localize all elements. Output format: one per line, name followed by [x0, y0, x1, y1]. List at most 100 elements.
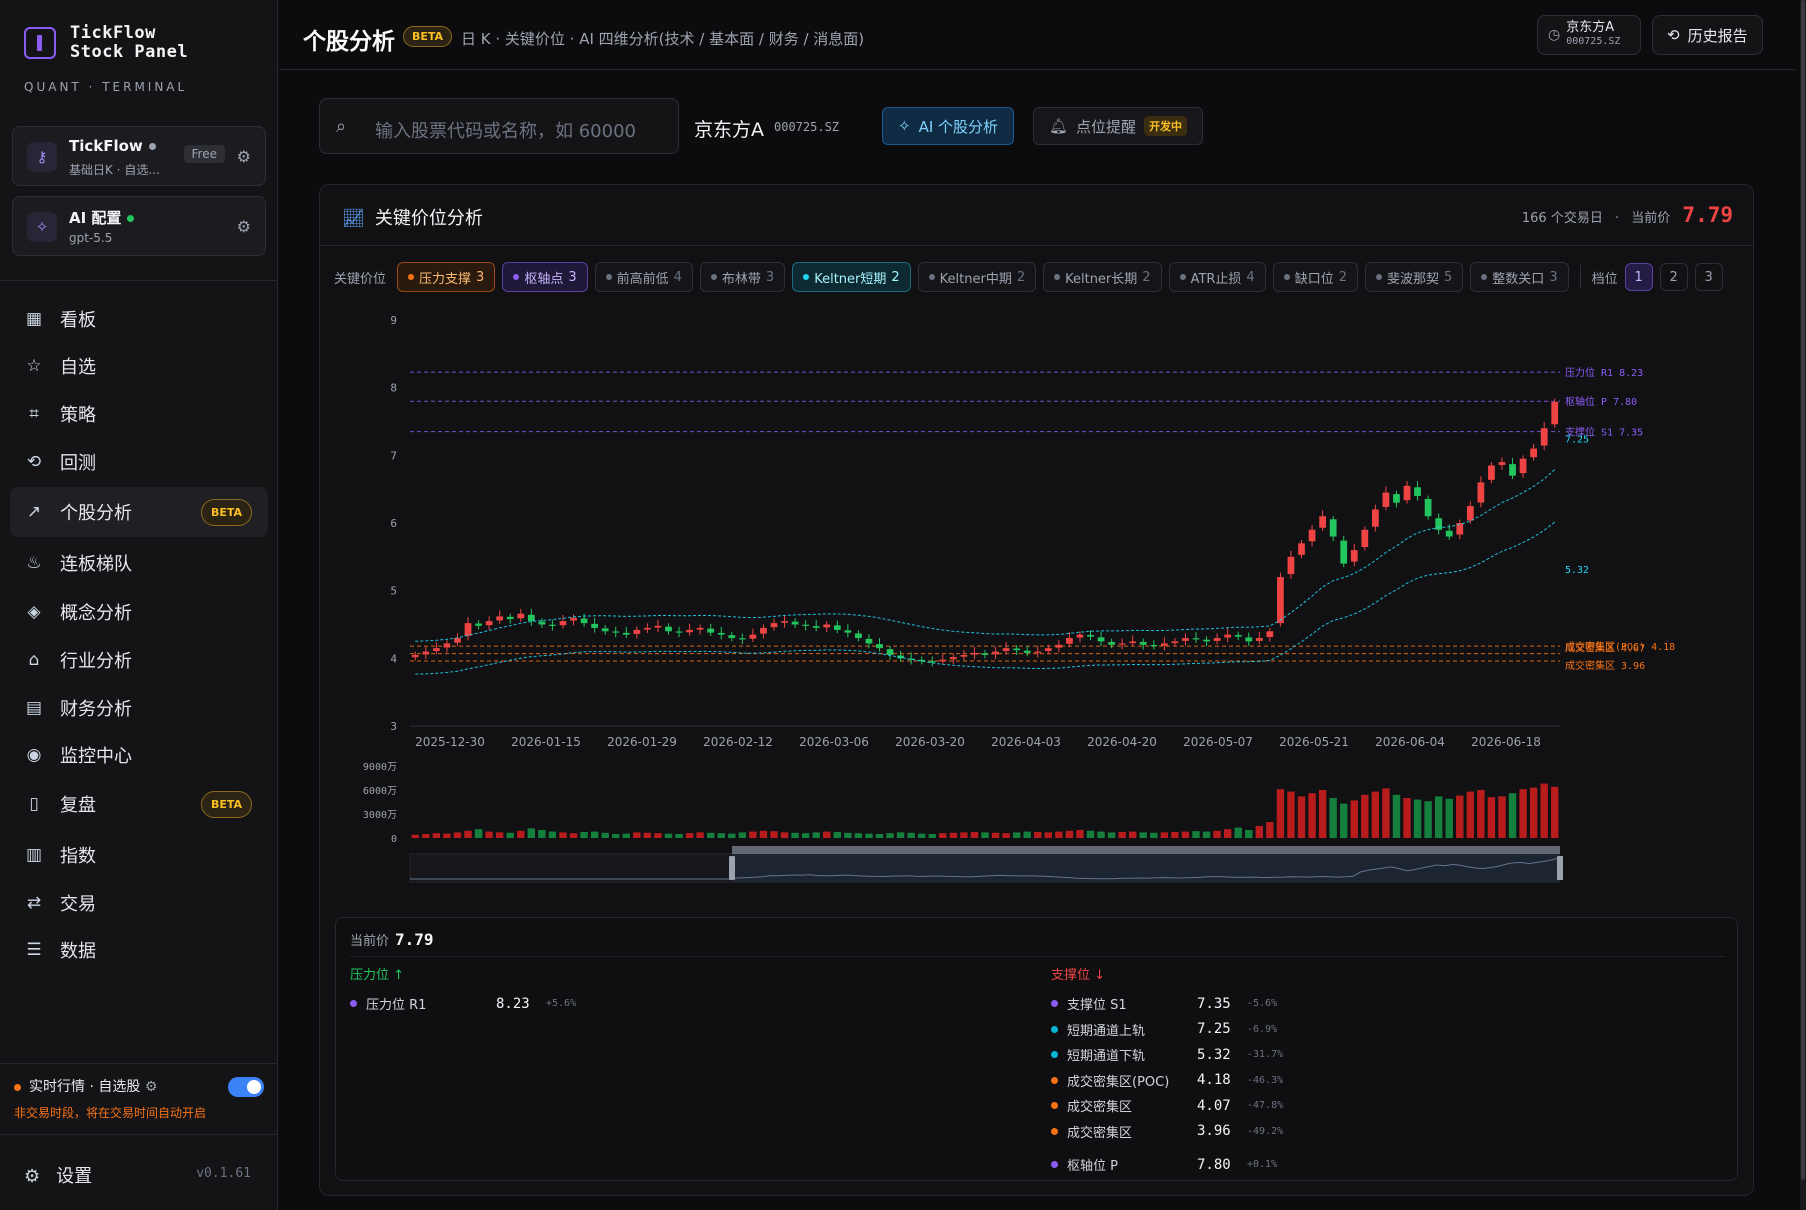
volume-bar [1350, 800, 1358, 838]
sidebar-item-5[interactable]: ♨ 连板梯队 [10, 538, 268, 588]
sidebar-item-12[interactable]: ⇄ 交易 [10, 878, 268, 928]
candle [527, 614, 535, 622]
candle [1277, 577, 1284, 624]
candle [918, 659, 926, 662]
sidebar-item-9[interactable]: ◉ 监控中心 [10, 730, 268, 780]
volume-bar [1181, 831, 1190, 838]
y-tick-label: 8 [390, 382, 397, 395]
level-chip[interactable]: 前高前低 4 [594, 262, 693, 292]
chip-dot [928, 274, 935, 280]
level-chip[interactable]: 枢轴点 3 [502, 262, 588, 292]
sidebar-item-label: 策略 [60, 405, 96, 426]
candle [1466, 506, 1474, 521]
sidebar-item-label: 交易 [60, 894, 96, 915]
level-button[interactable]: 2 [1659, 263, 1688, 291]
book-icon: ▯ [29, 794, 39, 814]
divider [350, 956, 1725, 957]
ai-config-card[interactable]: ✧ AI 配置 gpt-5.5 ⚙ [12, 196, 266, 256]
sidebar-item-0[interactable]: ▦ 看板 [10, 294, 268, 344]
ai-analysis-button[interactable]: ✧ AI 个股分析 [882, 107, 1015, 145]
level-button[interactable]: 3 [1694, 263, 1723, 291]
candle [886, 649, 894, 655]
level-chip[interactable]: ATR止损 4 [1168, 262, 1266, 292]
sidebar-item-2[interactable]: ⌗ 策略 [10, 389, 268, 439]
sidebar-item-10[interactable]: ▯ 复盘 BETA [10, 779, 268, 829]
page-scrollbar[interactable] [1800, 0, 1806, 1210]
divider [0, 1134, 278, 1135]
realtime-note: 非交易时段，将在交易时间自动开启 [14, 1106, 207, 1120]
candle [1340, 540, 1348, 564]
page-title: 个股分析 [303, 29, 395, 55]
candle [1498, 462, 1506, 465]
brand[interactable]: TickFlow Stock Panel [24, 24, 188, 62]
history-report-button[interactable]: ⟲ 历史报告 [1652, 15, 1763, 55]
volume-bar [770, 831, 778, 838]
level-chip[interactable]: Keltner短期 2 [792, 262, 911, 292]
candle [1129, 641, 1137, 644]
candle [622, 632, 630, 635]
level-chip[interactable]: Keltner长期 2 [1043, 262, 1162, 292]
candle [654, 625, 662, 628]
level-chip[interactable]: 压力支撑 3 [397, 262, 496, 292]
sidebar: TickFlow Stock Panel QUANT · TERMINAL ⚷ T… [0, 0, 278, 1210]
recent-stock-button[interactable]: ◷ 京东方A 000725.SZ [1537, 15, 1641, 55]
volume-bar [801, 833, 810, 838]
table-current: 当前价 7.79 [350, 930, 434, 949]
volume-bar [506, 832, 514, 838]
volume-bar [580, 832, 588, 838]
price-alert-button[interactable]: 🔔︎ 点位提醒 开发中 [1033, 107, 1204, 145]
level-chip[interactable]: 缺口位 2 [1272, 262, 1358, 292]
level-chip[interactable]: 布林带 3 [699, 262, 786, 292]
gear-icon[interactable]: ⚙ [236, 217, 251, 236]
volume-bar [1413, 799, 1422, 838]
stock-search[interactable]: ⌕ 输入股票代码或名称，如 60000 [319, 98, 679, 154]
y-tick-label: 5 [390, 585, 397, 598]
settings-link[interactable]: ⚙ 设置 [24, 1166, 93, 1187]
y-tick-label: 7 [390, 449, 397, 462]
volume-bar [432, 833, 441, 838]
candle [1488, 465, 1495, 480]
divider [0, 280, 278, 281]
level-label: 档位 [1591, 271, 1618, 287]
chip-label: 前高前低 [616, 271, 669, 287]
sidebar-item-1[interactable]: ☆ 自选 [10, 341, 268, 391]
channel-label: 7.25 [1565, 434, 1589, 445]
sidebar-item-4[interactable]: ↗ 个股分析 BETA [10, 487, 268, 537]
volume-bar [1097, 831, 1105, 838]
beta-badge: BETA [403, 26, 453, 47]
volume-bar [1150, 832, 1158, 838]
price-chart[interactable]: 9 8 7 6 5 4 3 压力位 R1 8.23 枢轴位 P 7.80 支撑位 S1 7.35 成… [320, 305, 1755, 915]
search-icon: ⌕ [336, 116, 347, 137]
gear-icon[interactable]: ⚙ [236, 147, 251, 166]
level-chip[interactable]: 整数关口 3 [1470, 262, 1569, 292]
volume-bar [1139, 832, 1147, 838]
candle [1382, 492, 1390, 507]
candle [496, 616, 504, 621]
realtime-toggle[interactable] [228, 1077, 264, 1097]
sidebar-item-8[interactable]: ▤ 财务分析 [10, 683, 268, 733]
candle [1403, 485, 1411, 501]
sidebar-item-11[interactable]: ▥ 指数 [10, 830, 268, 880]
level-button[interactable]: 1 [1624, 263, 1653, 291]
sidebar-item-6[interactable]: ◈ 概念分析 [10, 587, 268, 637]
volume-bar [1340, 803, 1348, 838]
chip-label: 布林带 [721, 271, 761, 287]
sidebar-item-3[interactable]: ⟲ 回测 [10, 437, 268, 487]
candle [791, 621, 799, 625]
chip-label: ATR止损 [1190, 271, 1242, 287]
plan-badge: Free [183, 145, 225, 163]
level-chip[interactable]: 斐波那契 5 [1365, 262, 1464, 292]
level-dot [1051, 1025, 1058, 1033]
level-row: 枢轴位 P 7.80 +0.1% [1051, 1152, 1651, 1178]
candle [876, 644, 883, 649]
candle [696, 627, 704, 630]
account-card[interactable]: ⚷ TickFlow 基础日K · 自选... Free ⚙ [12, 126, 266, 186]
sidebar-item-7[interactable]: ⌂ 行业分析 [10, 635, 268, 685]
search-input[interactable]: 输入股票代码或名称，如 60000 [375, 121, 636, 142]
sidebar-item-13[interactable]: ☰ 数据 [10, 925, 268, 975]
volume-bar [896, 832, 905, 838]
page-header: 个股分析 BETA 日 K · 关键价位 · AI 四维分析(技术 / 基本面 … [279, 0, 1795, 70]
level-chip[interactable]: Keltner中期 2 [917, 262, 1037, 292]
gear-icon[interactable]: ⚙ [144, 1079, 158, 1095]
volume-bar [738, 832, 747, 838]
